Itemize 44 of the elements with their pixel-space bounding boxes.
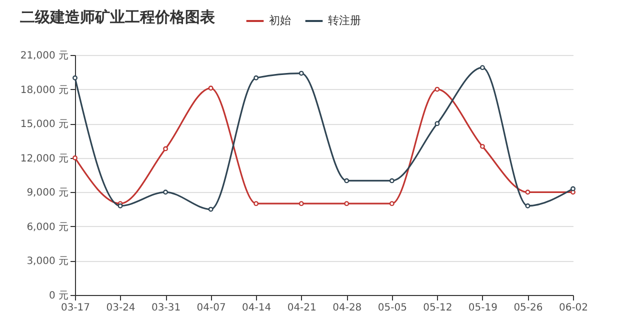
point: [254, 75, 259, 80]
point: [525, 190, 530, 195]
point: [344, 178, 350, 184]
point: [389, 178, 394, 184]
point: [570, 186, 576, 192]
point: [434, 121, 440, 126]
point: [480, 144, 485, 149]
y-tick-label: 6,000 元: [26, 222, 68, 233]
legend-label: 转注册: [328, 14, 361, 27]
x-tick-label: 03-24: [106, 302, 136, 314]
x-tick-label: 03-17: [60, 302, 90, 314]
legend-label: 初始: [269, 14, 291, 27]
chart-title: 二级建造师矿业工程价格图表: [20, 8, 216, 26]
point: [163, 146, 168, 152]
point: [254, 201, 259, 206]
x-tick-label: 05-05: [378, 302, 407, 314]
y-tick-label: 15,000 元: [20, 119, 68, 130]
y-tick-label: 18,000 元: [20, 84, 68, 96]
point: [480, 65, 485, 70]
x-tick-label: 05-26: [514, 302, 543, 314]
x-tick-label: 03-31: [152, 302, 181, 314]
x-tick-label: 04-28: [332, 302, 362, 314]
point: [298, 70, 304, 76]
point: [72, 75, 78, 80]
x-tick-label: 04-21: [287, 302, 316, 314]
point: [298, 201, 304, 206]
y-tick-label: 3,000 元: [26, 256, 68, 268]
y-tick-label: 9,000 元: [26, 188, 68, 199]
point: [389, 201, 394, 206]
point: [163, 190, 168, 195]
x-tick-label: 04-07: [196, 302, 226, 314]
point: [344, 201, 350, 206]
point: [72, 155, 78, 160]
point: [525, 203, 530, 208]
point: [208, 206, 214, 212]
point: [434, 86, 440, 92]
y-tick-label: 21,000 元: [20, 50, 68, 62]
y-tick-label: 12,000 元: [20, 153, 68, 164]
x-tick-label: 04-14: [242, 302, 272, 314]
y-tick-label: 0 元: [48, 290, 68, 302]
x-tick-label: 05-19: [468, 302, 498, 314]
x-tick-label: 06-02: [558, 302, 588, 314]
x-tick-label: 05-12: [423, 302, 452, 314]
point: [208, 86, 214, 91]
